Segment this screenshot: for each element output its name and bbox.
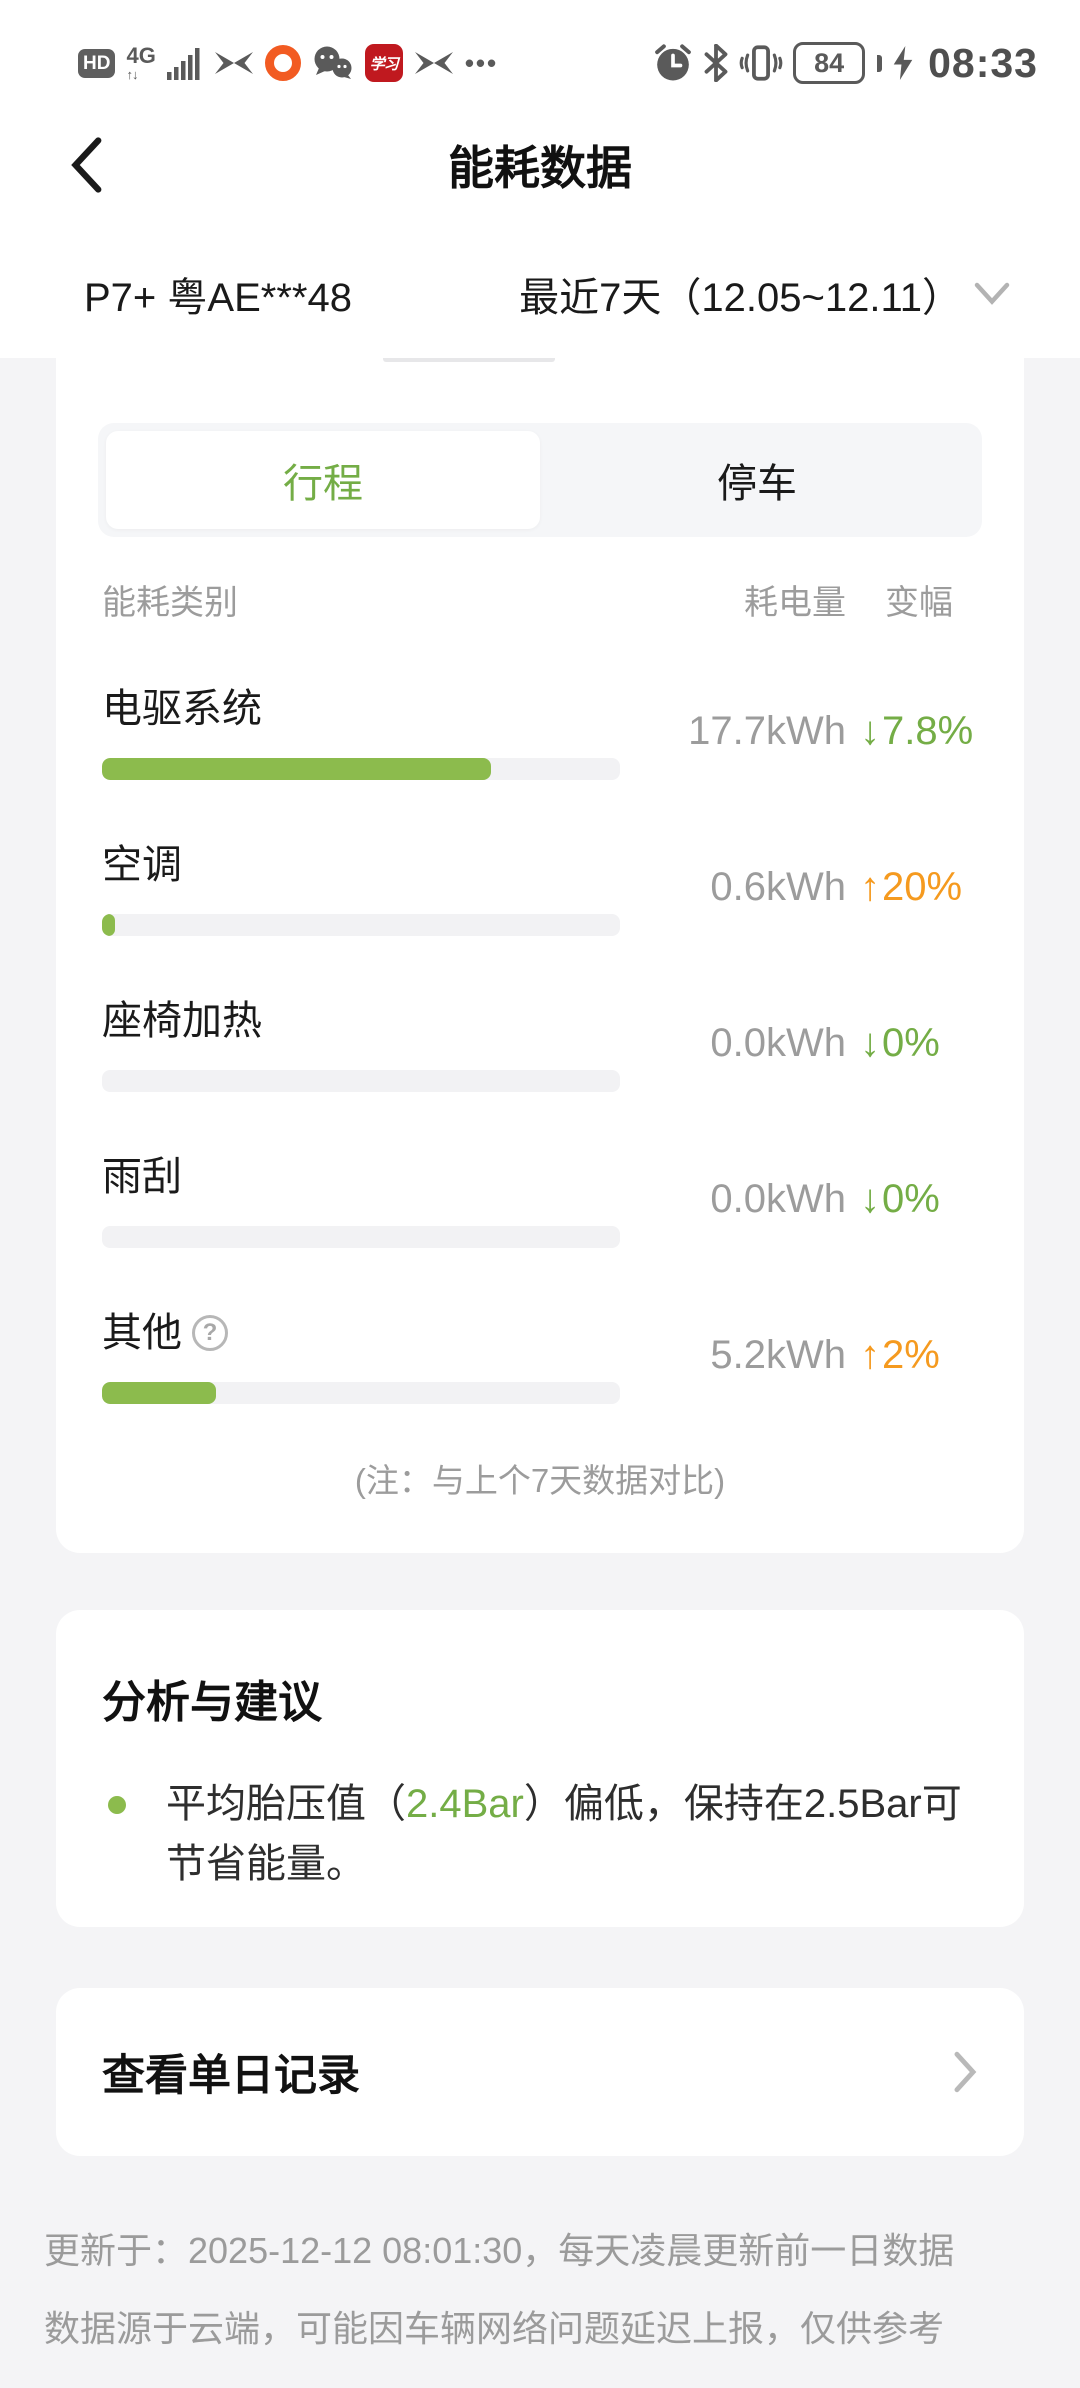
bullet-dot-icon [108, 1796, 126, 1814]
analysis-card: 分析与建议 平均胎压值（2.4Bar）偏低，保持在2.5Bar可节省能量。 [56, 1610, 1024, 1927]
change-value: ↑ 20% [860, 864, 963, 909]
recorder-ring-icon [264, 45, 301, 81]
header-change: 变幅 [885, 584, 953, 622]
network-arrows-icon: ↑↓ [126, 67, 138, 82]
scroll-area[interactable]: 行程 停车 能耗类别 耗电量 变幅 电驱系统 17.7kWh ↓ 7.8% [0, 358, 1080, 2388]
analysis-title: 分析与建议 [102, 1678, 322, 1727]
network-4g-label: 4G [126, 43, 156, 68]
consumption-value: 0.6kWh [710, 864, 846, 909]
consumption-bar-fill [102, 1382, 216, 1404]
consumption-bar-track [102, 1382, 620, 1404]
energy-consumption-card: 行程 停车 能耗类别 耗电量 变幅 电驱系统 17.7kWh ↓ 7.8% [56, 358, 1024, 1553]
status-bar: HD 4G ↑↓ 学习 [0, 28, 1080, 98]
trip-park-tabs: 行程 停车 [98, 423, 982, 537]
more-notifications-icon: ••• [464, 47, 499, 78]
date-range-selector[interactable]: 最近7天（12.05~12.11） [519, 265, 1010, 323]
daily-record-card[interactable]: 查看单日记录 [56, 1988, 1024, 2156]
consumption-bar-fill [102, 758, 491, 780]
consumption-value: 5.2kWh [710, 1332, 846, 1377]
date-range-label: 最近7天（12.05~12.11） [519, 276, 962, 320]
suggestion-item: 平均胎压值（2.4Bar）偏低，保持在2.5Bar可节省能量。 [102, 1774, 978, 1894]
bluetooth-icon [704, 44, 728, 82]
hd-badge-icon: HD [78, 48, 116, 78]
vehicle-name: P7+ 粤AE***48 [84, 276, 352, 320]
suggestion-highlight: 2.4Bar [406, 1782, 524, 1826]
consumption-value: 0.0kWh [710, 1176, 846, 1221]
battery-level: 84 [814, 47, 845, 78]
back-button[interactable] [56, 135, 116, 195]
chevron-left-icon [71, 137, 102, 193]
nav-bar: 能耗数据 [0, 120, 1080, 210]
wechat-icon [314, 46, 352, 79]
consumption-bar-fill [102, 914, 115, 936]
chevron-right-icon [954, 2051, 977, 2093]
consumption-value: 0.0kWh [710, 1020, 846, 1065]
xuexi-app-icon: 学习 [364, 44, 403, 82]
status-right-icons: 84 08:33 [653, 40, 1038, 87]
chevron-down-icon [974, 282, 1010, 305]
help-icon[interactable]: ? [192, 1315, 228, 1351]
category-label: 电驱系统 [102, 687, 262, 731]
trend-arrow-icon: ↓ [860, 1020, 880, 1065]
table-header: 能耗类别 耗电量 变幅 [56, 575, 1024, 624]
energy-rows: 电驱系统 17.7kWh ↓ 7.8% 空调 0.6kWh ↑ 20% [56, 682, 1024, 1404]
tab-parking[interactable]: 停车 [717, 462, 797, 506]
trend-arrow-icon: ↓ [860, 1176, 880, 1221]
consumption-bar-track [102, 1226, 620, 1248]
energy-row: 座椅加热 0.0kWh ↓ 0% [56, 994, 1024, 1092]
consumption-value: 17.7kWh [688, 708, 846, 753]
category-label: 座椅加热 [102, 999, 262, 1043]
page-title: 能耗数据 [448, 142, 632, 194]
trend-arrow-icon: ↑ [860, 1332, 880, 1377]
category-label: 空调 [102, 843, 182, 887]
vibrate-mode-icon [739, 45, 783, 81]
category-label: 其他 [102, 1311, 182, 1355]
energy-row: 电驱系统 17.7kWh ↓ 7.8% [56, 682, 1024, 780]
energy-row: 雨刮 0.0kWh ↓ 0% [56, 1150, 1024, 1248]
header-category: 能耗类别 [102, 584, 238, 622]
header-consumption: 耗电量 [744, 584, 846, 622]
status-left-icons: HD 4G ↑↓ 学习 [78, 44, 498, 82]
category-label: 雨刮 [102, 1155, 182, 1199]
suggestion-text-prefix: 平均胎压值（ [166, 1782, 406, 1826]
change-value: ↓ 0% [860, 1176, 940, 1221]
consumption-bar-track [102, 914, 620, 936]
clock-time: 08:33 [928, 39, 1038, 86]
change-value: ↓ 0% [860, 1020, 940, 1065]
signal-bars-icon [166, 48, 200, 80]
footnote-line1: 更新于：2025-12-12 08:01:30，每天凌晨更新前一日数据 [44, 2230, 955, 2271]
charging-bolt-icon [893, 46, 913, 80]
suggestion-text-suffix: ）偏低，保持在2.5Bar可节省能量。 [166, 1782, 962, 1886]
battery-icon: 84 [793, 42, 866, 84]
comparison-note: (注：与上个7天数据对比) [354, 1462, 726, 1499]
vehicle-bar: P7+ 粤AE***48 最近7天（12.05~12.11） [0, 250, 1080, 338]
xpeng-logo-icon [214, 52, 253, 74]
alarm-clock-icon [655, 44, 691, 81]
xpeng-logo-icon [414, 52, 453, 74]
change-value: ↓ 7.8% [860, 708, 974, 753]
energy-row: 空调 0.6kWh ↑ 20% [56, 838, 1024, 936]
footnote-line2: 数据源于云端，可能因车辆网络问题延迟上报，仅供参考 [44, 2308, 945, 2349]
scrolled-element-edge [383, 358, 555, 362]
daily-record-label: 查看单日记录 [102, 2052, 360, 2100]
consumption-bar-track [102, 758, 620, 780]
battery-nub-icon [877, 54, 883, 72]
update-footnote: 更新于：2025-12-12 08:01:30，每天凌晨更新前一日数据 数据源于… [44, 2212, 1036, 2368]
tab-trip[interactable]: 行程 [106, 431, 540, 529]
change-value: ↑ 2% [860, 1332, 940, 1377]
network-4g-icon: 4G ↑↓ [126, 43, 156, 82]
consumption-bar-track [102, 1070, 620, 1092]
energy-row: 其他 ? 5.2kWh ↑ 2% [56, 1306, 1024, 1404]
trend-arrow-icon: ↓ [860, 708, 880, 753]
trend-arrow-icon: ↑ [860, 864, 880, 909]
